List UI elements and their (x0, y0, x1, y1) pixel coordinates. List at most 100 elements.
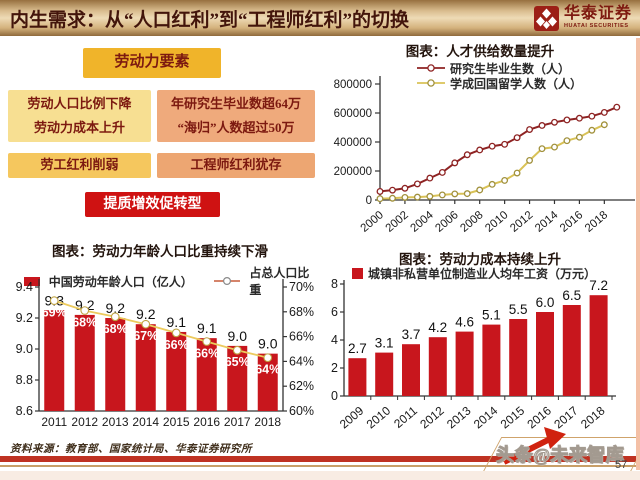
svg-text:400000: 400000 (334, 137, 372, 149)
svg-text:3.7: 3.7 (402, 327, 421, 342)
svg-text:2.7: 2.7 (348, 341, 367, 356)
svg-text:2010: 2010 (483, 209, 510, 235)
flow-right-bottom-box: 工程师红利犹存 (157, 153, 315, 178)
legend-item: 研究生毕业生数（人） (416, 61, 582, 76)
svg-text:2012: 2012 (417, 403, 447, 431)
legend-item: 学成回国留学人数（人） (416, 76, 582, 91)
svg-text:2002: 2002 (384, 209, 411, 235)
working-age-chart: 图表：劳动力年龄人口比重持续下滑 中国劳动年龄人口（亿人） 占总人口比重 9.4 9… (0, 240, 320, 455)
flow-left-bottom-box: 劳工红利削弱 (8, 153, 151, 178)
trend-arrow-icon (502, 427, 566, 465)
svg-text:2000: 2000 (359, 209, 386, 235)
svg-text:64%: 64% (289, 354, 314, 368)
svg-text:2014: 2014 (533, 209, 561, 235)
svg-text:9.1: 9.1 (167, 314, 187, 330)
brand-name-en: HUATAI SECURITIES (563, 23, 629, 30)
chart-title: 图表：人才供给数量提升 (405, 44, 555, 59)
svg-text:4: 4 (331, 333, 338, 347)
svg-text:200000: 200000 (334, 166, 372, 178)
flow-item: 劳动力成本上升 (33, 120, 125, 135)
svg-text:0: 0 (331, 389, 338, 403)
flow-item: 年研究生毕业数超64万 (170, 95, 301, 111)
svg-text:2009: 2009 (337, 403, 367, 431)
svg-text:2004: 2004 (408, 209, 436, 235)
svg-text:2014: 2014 (132, 415, 159, 429)
svg-text:8.8: 8.8 (16, 373, 33, 387)
svg-text:9.2: 9.2 (136, 306, 156, 322)
svg-text:62%: 62% (289, 379, 314, 393)
svg-text:800000: 800000 (334, 79, 372, 91)
svg-text:66%: 66% (164, 338, 189, 352)
svg-text:60%: 60% (289, 404, 314, 418)
svg-text:8: 8 (331, 278, 338, 291)
chart-legend: 城镇非私营单位制造业人均年工资（万元） (352, 265, 596, 282)
page-number: 57 (615, 459, 628, 471)
chart-legend: 中国劳动年龄人口（亿人） 占总人口比重 (24, 264, 320, 298)
bar-plot: 0 2 4 6 8 2.7 2009 3.1 2010 3.7 2011 4.2 2012 4.6 2013… (331, 278, 616, 431)
flow-left-top-box: 劳动人口比例下降 劳动力成本上升 (8, 90, 151, 142)
svg-text:65%: 65% (225, 355, 250, 369)
svg-text:70%: 70% (289, 280, 314, 294)
svg-text:0: 0 (366, 195, 372, 207)
svg-text:9.0: 9.0 (228, 328, 248, 344)
edge-decoration (0, 471, 640, 480)
svg-text:2: 2 (331, 361, 338, 375)
svg-text:2012: 2012 (508, 209, 535, 235)
svg-text:2016: 2016 (193, 415, 220, 429)
svg-text:66%: 66% (289, 330, 314, 344)
svg-text:9.0: 9.0 (16, 342, 33, 356)
svg-text:2015: 2015 (163, 415, 190, 429)
svg-text:69%: 69% (42, 306, 67, 320)
svg-text:64%: 64% (255, 363, 280, 377)
svg-text:5.5: 5.5 (509, 302, 528, 317)
svg-text:2012: 2012 (71, 415, 98, 429)
brand-name: 华泰证券 (563, 5, 632, 23)
legend-bar-swatch (352, 268, 363, 279)
title-bar: 内生需求：从“人口红利”到“工程师红利”的切换 华泰证券 HUATAI SECU… (0, 0, 640, 36)
svg-text:5.1: 5.1 (482, 308, 501, 323)
edge-decoration (636, 38, 640, 470)
svg-text:2013: 2013 (102, 415, 129, 429)
svg-text:68%: 68% (72, 316, 97, 330)
footer-gold-line (0, 465, 640, 467)
svg-text:2018: 2018 (583, 209, 610, 235)
svg-text:2011: 2011 (41, 415, 67, 429)
huatai-logo-icon (533, 5, 559, 31)
svg-text:4.2: 4.2 (428, 320, 447, 335)
svg-text:9.0: 9.0 (258, 336, 278, 352)
source-note: 资料来源：教育部、国家统计局、华泰证券研究所 (10, 444, 252, 455)
svg-text:2006: 2006 (433, 209, 460, 235)
svg-text:2016: 2016 (558, 209, 585, 235)
svg-text:2010: 2010 (364, 403, 394, 431)
flow-item: “海归”人数超过50万 (177, 120, 295, 135)
svg-text:600000: 600000 (334, 108, 372, 120)
svg-text:2013: 2013 (444, 403, 474, 431)
chart-title: 图表：劳动力成本持续上升 (399, 252, 561, 267)
labor-cost-chart: 图表：劳动力成本持续上升 城镇非私营单位制造业人均年工资（万元） 0 2 4 6 8 2.… (320, 240, 640, 455)
svg-text:6: 6 (331, 305, 338, 319)
svg-text:2018: 2018 (254, 415, 281, 429)
chart-title: 图表：劳动力年龄人口比重持续下滑 (52, 244, 268, 259)
svg-text:3.1: 3.1 (375, 336, 394, 351)
flow-item: 劳动人口比例下降 (27, 95, 132, 111)
svg-text:2017: 2017 (224, 415, 251, 429)
svg-text:6.0: 6.0 (536, 295, 555, 310)
svg-text:9.4: 9.4 (16, 280, 33, 294)
svg-text:68%: 68% (289, 305, 314, 319)
flow-header-box: 劳动力要素 (83, 48, 221, 78)
footer-red-band (0, 456, 640, 462)
flow-right-top-box: 年研究生毕业数超64万 “海归”人数超过50万 (157, 90, 315, 142)
svg-text:9.2: 9.2 (106, 300, 126, 316)
line-plot: 0 200000 400000 600000 800000 200020022004200… (334, 76, 635, 235)
svg-text:66%: 66% (194, 347, 219, 361)
watermark-text: 头条@未来智库 (495, 444, 625, 465)
svg-text:6.5: 6.5 (562, 288, 581, 303)
flow-conclusion-box: 提质增效促转型 (85, 192, 220, 217)
brand-text: 华泰证券 HUATAI SECURITIES (564, 6, 632, 30)
svg-text:2014: 2014 (471, 403, 501, 431)
svg-text:2011: 2011 (391, 403, 420, 431)
svg-text:7.2: 7.2 (589, 278, 608, 293)
svg-text:4.6: 4.6 (455, 315, 474, 330)
brand: 华泰证券 HUATAI SECURITIES (533, 5, 632, 31)
